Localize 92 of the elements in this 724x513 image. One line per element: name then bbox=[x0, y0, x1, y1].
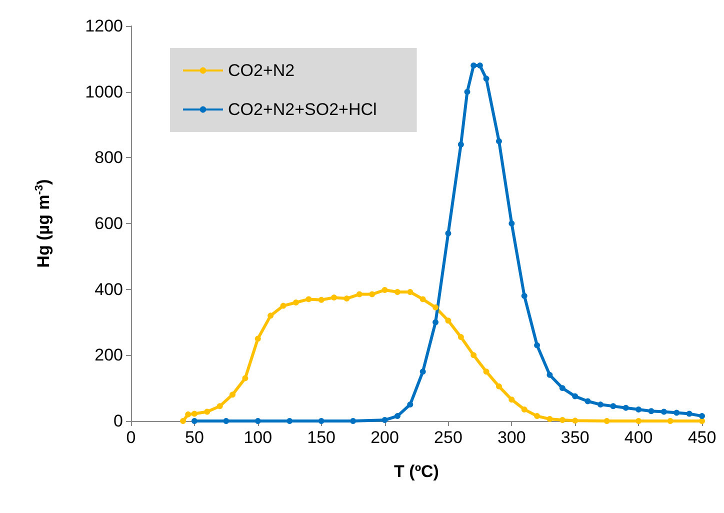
point bbox=[191, 410, 198, 417]
point bbox=[280, 302, 286, 309]
point bbox=[546, 416, 553, 422]
x-tick-label: 0 bbox=[126, 428, 136, 447]
point bbox=[268, 312, 274, 319]
point bbox=[394, 413, 400, 420]
legend-label: CO2+N2+SO2+HCl bbox=[228, 100, 377, 119]
point bbox=[254, 336, 261, 342]
point bbox=[674, 410, 680, 416]
x-tick-label: 350 bbox=[560, 428, 590, 447]
y-tick-label: 800 bbox=[94, 148, 123, 168]
x-axis-title: T (ºC) bbox=[394, 462, 439, 481]
point bbox=[636, 418, 642, 424]
point bbox=[604, 418, 610, 424]
point bbox=[572, 418, 578, 424]
x-tick-label: 200 bbox=[370, 428, 399, 447]
point bbox=[242, 375, 248, 382]
point bbox=[464, 88, 470, 95]
point bbox=[686, 410, 692, 417]
point bbox=[546, 372, 553, 378]
point bbox=[483, 76, 490, 82]
point bbox=[636, 406, 642, 412]
y-tick-label: 0 bbox=[114, 412, 123, 430]
point bbox=[420, 296, 426, 302]
point bbox=[667, 418, 674, 424]
y-tick-label: 1200 bbox=[85, 16, 123, 36]
point bbox=[394, 288, 400, 295]
x-tick-label: 400 bbox=[624, 428, 653, 447]
point bbox=[432, 304, 439, 310]
point bbox=[286, 418, 293, 424]
point bbox=[699, 413, 705, 420]
point bbox=[445, 318, 452, 324]
point bbox=[420, 368, 426, 375]
point bbox=[521, 406, 528, 412]
point bbox=[318, 418, 324, 424]
point bbox=[318, 296, 324, 303]
point bbox=[180, 418, 186, 424]
x-tick-label: 100 bbox=[244, 428, 272, 447]
point bbox=[254, 418, 261, 424]
point bbox=[191, 418, 198, 424]
point bbox=[508, 396, 515, 403]
point bbox=[648, 408, 654, 414]
point bbox=[534, 413, 540, 420]
point bbox=[597, 402, 604, 408]
point bbox=[344, 296, 350, 302]
point bbox=[699, 418, 705, 424]
x-tick-label: 150 bbox=[307, 428, 336, 447]
point bbox=[496, 138, 502, 144]
x-tick-label: 50 bbox=[184, 428, 204, 447]
point bbox=[559, 417, 566, 424]
x-tick-label: 250 bbox=[434, 428, 462, 447]
legend-label: CO2+N2 bbox=[228, 61, 295, 80]
point bbox=[382, 417, 388, 424]
point bbox=[534, 342, 540, 348]
point bbox=[521, 292, 528, 299]
point bbox=[230, 392, 236, 398]
point bbox=[382, 286, 388, 293]
point bbox=[559, 385, 566, 392]
point bbox=[476, 62, 483, 68]
point bbox=[496, 383, 502, 390]
y-tick-label: 200 bbox=[94, 346, 123, 365]
point bbox=[445, 230, 452, 236]
point bbox=[470, 352, 477, 358]
point bbox=[470, 62, 477, 68]
point bbox=[458, 334, 464, 340]
point bbox=[407, 288, 414, 295]
point bbox=[185, 411, 192, 418]
point bbox=[356, 291, 362, 298]
point bbox=[216, 403, 223, 410]
point bbox=[622, 404, 629, 411]
point bbox=[331, 294, 338, 301]
y-tick-label: 600 bbox=[94, 214, 123, 233]
y-tick-label: 1000 bbox=[85, 82, 123, 102]
point bbox=[660, 408, 667, 415]
point bbox=[483, 368, 490, 375]
point bbox=[350, 418, 356, 424]
point bbox=[292, 300, 299, 306]
point bbox=[572, 393, 578, 400]
x-tick-label: 450 bbox=[688, 428, 716, 447]
point bbox=[306, 296, 312, 302]
point bbox=[407, 402, 414, 408]
point bbox=[584, 398, 591, 404]
point bbox=[223, 418, 230, 424]
y-axis-title: Hg (µg m-3) bbox=[34, 179, 53, 268]
point bbox=[432, 319, 439, 326]
x-tick-label: 300 bbox=[497, 428, 526, 447]
point bbox=[508, 220, 515, 226]
point bbox=[610, 403, 616, 410]
point bbox=[458, 142, 464, 148]
y-tick-label: 400 bbox=[94, 280, 123, 299]
point bbox=[204, 408, 210, 415]
point bbox=[369, 291, 376, 298]
